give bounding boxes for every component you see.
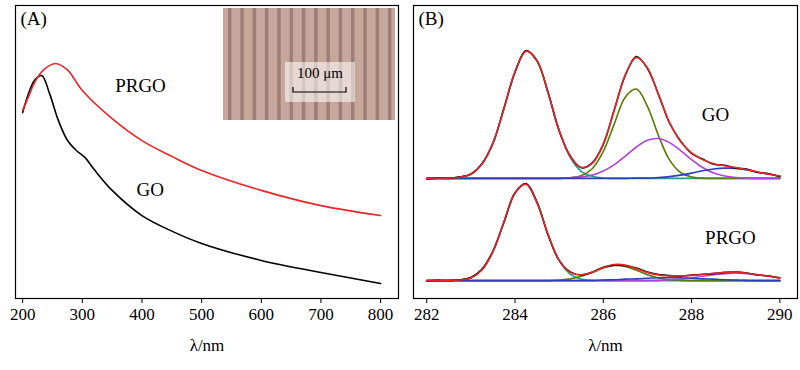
svg-text:100 μm: 100 μm xyxy=(297,65,343,81)
svg-text:(B): (B) xyxy=(419,8,444,30)
svg-text:600: 600 xyxy=(249,305,275,324)
svg-text:800: 800 xyxy=(368,305,394,324)
svg-text:λ/nm: λ/nm xyxy=(190,336,225,355)
svg-text:400: 400 xyxy=(129,305,155,324)
svg-text:288: 288 xyxy=(679,305,705,324)
svg-text:GO: GO xyxy=(137,179,164,200)
svg-text:PRGO: PRGO xyxy=(705,227,756,248)
svg-text:λ/nm: λ/nm xyxy=(588,336,623,355)
svg-text:282: 282 xyxy=(414,305,440,324)
svg-text:700: 700 xyxy=(308,305,334,324)
svg-text:GO: GO xyxy=(702,104,729,125)
svg-text:500: 500 xyxy=(189,305,215,324)
svg-text:300: 300 xyxy=(70,305,96,324)
svg-text:284: 284 xyxy=(502,305,528,324)
svg-text:200: 200 xyxy=(10,305,36,324)
svg-text:PRGO: PRGO xyxy=(115,75,166,96)
svg-text:286: 286 xyxy=(591,305,617,324)
svg-text:(A): (A) xyxy=(21,8,47,30)
svg-text:290: 290 xyxy=(767,305,793,324)
